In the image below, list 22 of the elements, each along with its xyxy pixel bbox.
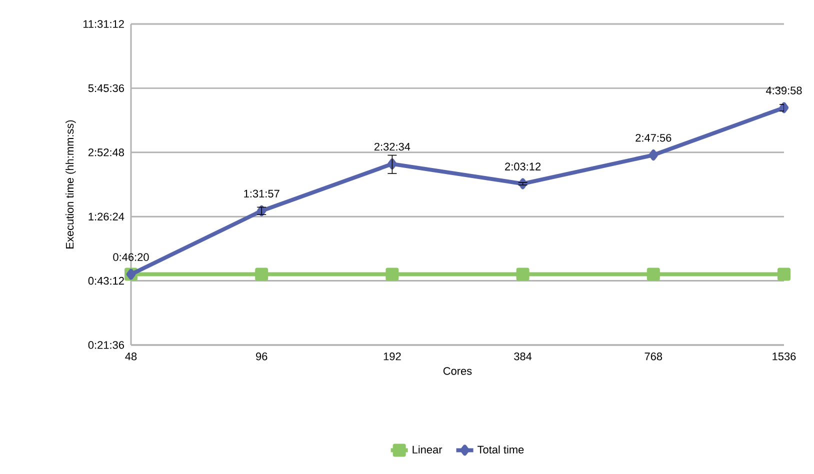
x-tick-label: 768 — [644, 352, 662, 360]
y-axis-title: Execution time (hh:mm:ss) — [66, 120, 76, 248]
data-label: 2:47:56 — [636, 134, 672, 142]
x-tick-label: 1536 — [772, 352, 796, 360]
x-tick-label: 384 — [514, 352, 532, 360]
y-tick-label: 2:52:48 — [88, 148, 124, 156]
y-tick-label: 11:31:12 — [83, 20, 124, 28]
x-tick-label: 96 — [256, 352, 268, 360]
legend-label: Linear — [412, 445, 442, 454]
x-tick-label: 192 — [384, 352, 401, 360]
data-label: 0:46:20 — [113, 253, 149, 261]
y-tick-label: 0:43:12 — [88, 276, 124, 285]
y-tick-label: 0:21:36 — [88, 341, 124, 349]
data-label: 4:39:58 — [766, 86, 802, 94]
y-tick-label: 5:45:36 — [88, 84, 124, 92]
legend-label: Total time — [478, 445, 524, 454]
y-tick-label: 1:26:24 — [88, 212, 124, 220]
x-tick-label: 48 — [125, 352, 137, 360]
data-label: 2:32:34 — [374, 142, 410, 151]
x-axis-title: Cores — [443, 367, 472, 375]
data-label: 1:31:57 — [244, 190, 280, 198]
data-label: 2:03:12 — [505, 162, 541, 170]
